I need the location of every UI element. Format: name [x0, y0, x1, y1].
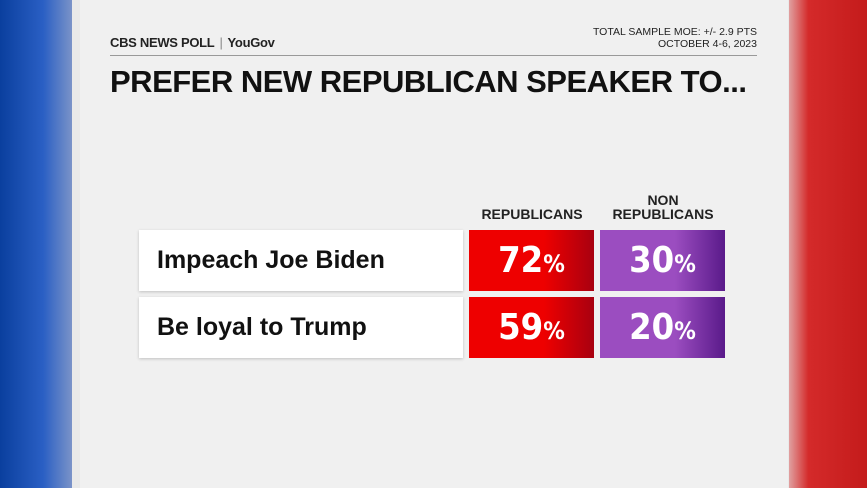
column-header-line: NON	[647, 192, 679, 208]
rule	[110, 55, 757, 56]
value-cell: 20%	[600, 297, 725, 358]
column-header: REPUBLICANS	[467, 207, 597, 221]
row-label: Be loyal to Trump	[139, 297, 463, 358]
red-stripe	[789, 0, 867, 488]
value-unit: %	[674, 250, 696, 278]
partner: YouGov	[227, 35, 275, 50]
value-cell: 59%	[469, 297, 594, 358]
blue-stripe	[0, 0, 72, 488]
dates: OCTOBER 4-6, 2023	[657, 38, 757, 50]
value-number: 30	[629, 240, 675, 281]
value-number: 72	[498, 240, 544, 281]
value-number: 59	[498, 307, 544, 348]
column-header-line: REPUBLICANS	[481, 206, 583, 222]
value-cell: 72%	[469, 230, 594, 291]
moe: TOTAL SAMPLE MOE: +/- 2.9 PTS	[592, 26, 757, 38]
value-unit: %	[543, 317, 565, 345]
column-header: NON REPUBLICANS	[598, 193, 728, 221]
row-label: Impeach Joe Biden	[139, 230, 463, 291]
meta: TOTAL SAMPLE MOE: +/- 2.9 PTS OCTOBER 4-6…	[593, 26, 757, 50]
value-number: 20	[629, 307, 675, 348]
column-header-line: REPUBLICANS	[612, 206, 714, 222]
brand: CBS NEWS POLL | YouGov	[110, 35, 275, 50]
title: PREFER NEW REPUBLICAN SPEAKER TO...	[110, 64, 747, 99]
separator: |	[219, 35, 223, 50]
value-unit: %	[543, 250, 565, 278]
value-cell: 30%	[600, 230, 725, 291]
value-unit: %	[674, 317, 696, 345]
brand-name: CBS NEWS POLL	[110, 35, 215, 50]
